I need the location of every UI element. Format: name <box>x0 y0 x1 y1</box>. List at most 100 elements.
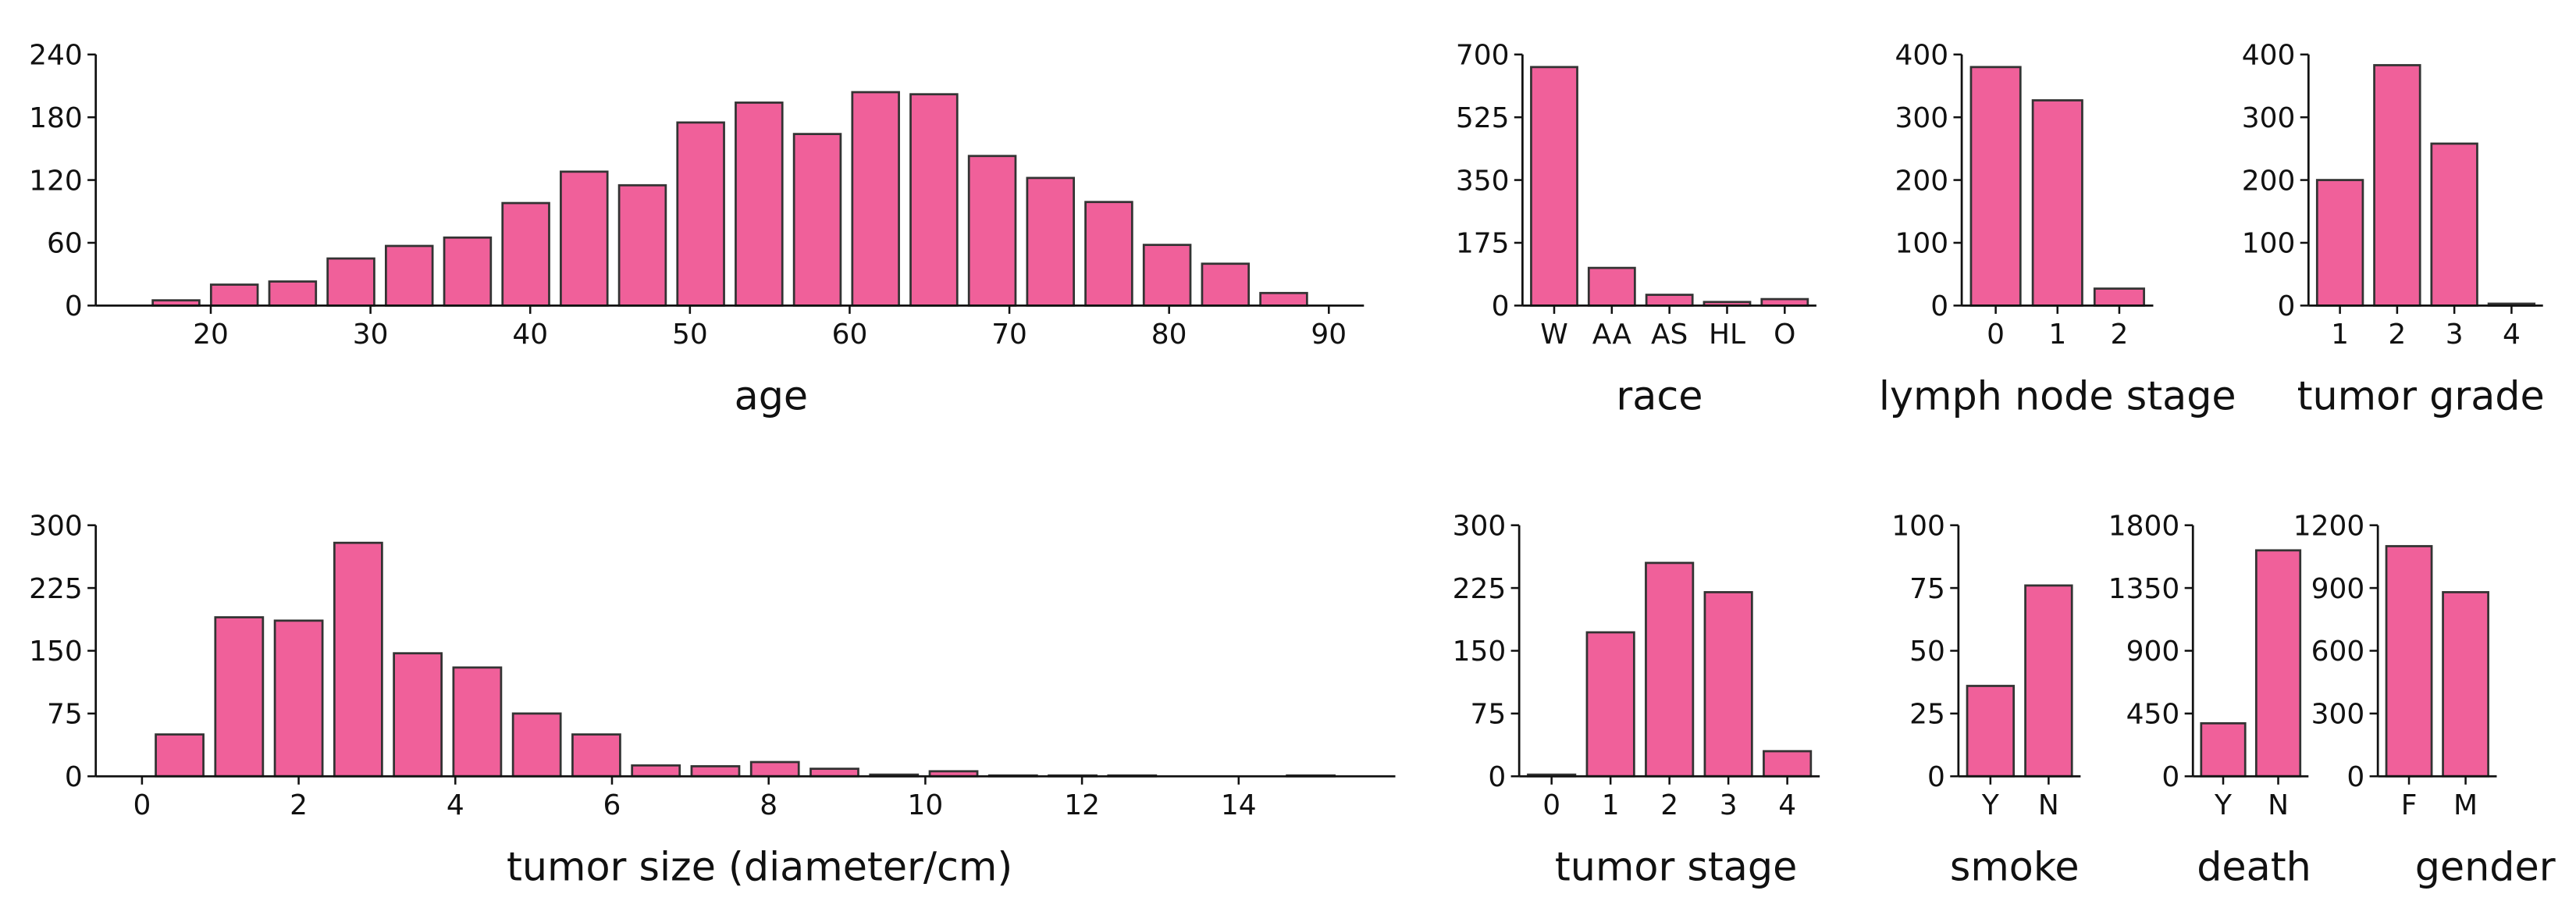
y-tick-label: 400 <box>2242 39 2296 71</box>
x-tick-label: 2 <box>2388 319 2406 351</box>
x-tick-label: 3 <box>1720 789 1738 821</box>
y-tick-label: 525 <box>1456 102 1510 134</box>
x-tick-label: O <box>1774 319 1795 351</box>
x-tick-label: 1 <box>1602 789 1620 821</box>
x-tick-label: 2 <box>2110 319 2128 351</box>
y-tick-label: 0 <box>65 761 83 793</box>
x-tick-label: AS <box>1651 319 1688 351</box>
y-tick-label: 25 <box>1909 699 1945 731</box>
y-tick-label: 0 <box>2278 290 2296 322</box>
x-tick-label: 70 <box>991 319 1027 351</box>
x-tick-label: W <box>1540 319 1568 351</box>
bar <box>2031 99 2083 307</box>
bar <box>909 93 959 307</box>
x-tick-label: 40 <box>512 319 548 351</box>
bar <box>1201 262 1251 307</box>
y-tick-label: 100 <box>2242 228 2296 260</box>
bar <box>214 616 265 778</box>
y-tick-label: 0 <box>65 290 83 322</box>
y-tick-label: 75 <box>47 699 83 731</box>
x-tick-label: 2 <box>1660 789 1678 821</box>
x-tick-label: 2 <box>290 789 308 821</box>
bar <box>1084 201 1133 307</box>
y-tick-label: 600 <box>2311 636 2365 668</box>
x-axis-label: age <box>735 373 809 419</box>
bar <box>155 733 205 778</box>
x-axis-label: lymph node stage <box>1879 373 2236 419</box>
bar <box>1530 66 1578 307</box>
bar <box>2373 64 2421 307</box>
bar <box>384 244 434 307</box>
bar <box>631 764 681 778</box>
bar <box>1142 244 1192 307</box>
x-tick-label: 4 <box>2503 319 2521 351</box>
bar <box>1966 685 2016 778</box>
y-tick-label: 1800 <box>2108 510 2180 542</box>
x-tick-label: 90 <box>1311 319 1347 351</box>
bar <box>1026 176 1076 307</box>
x-tick-label: 3 <box>2446 319 2464 351</box>
x-axis-label: tumor stage <box>1555 843 1797 889</box>
y-tick-label: 300 <box>2311 699 2365 731</box>
x-axis-label: race <box>1616 373 1703 419</box>
x-tick-label: 4 <box>1778 789 1796 821</box>
y-tick-label: 60 <box>47 228 83 260</box>
bar <box>2200 721 2247 778</box>
x-tick-label: N <box>2038 789 2059 821</box>
x-tick-label: 10 <box>908 789 944 821</box>
bar <box>511 712 562 778</box>
x-axis-label: death <box>2197 843 2311 889</box>
x-tick-label: 60 <box>832 319 868 351</box>
bar <box>1763 750 1813 778</box>
bar <box>2254 549 2302 778</box>
x-tick-label: 1 <box>2048 319 2066 351</box>
y-tick-label: 1200 <box>2293 510 2365 542</box>
bar <box>676 121 725 307</box>
x-tick-label: Y <box>1981 789 2000 821</box>
y-tick-label: 0 <box>1492 290 1510 322</box>
y-tick-label: 150 <box>1453 636 1507 668</box>
x-axis-label: tumor grade <box>2297 373 2545 419</box>
bar <box>2385 545 2433 778</box>
y-tick-label: 225 <box>29 573 83 605</box>
bar <box>735 102 784 307</box>
y-tick-label: 400 <box>1895 39 1949 71</box>
x-tick-label: M <box>2453 789 2478 821</box>
y-tick-label: 50 <box>1909 636 1945 668</box>
x-tick-label: Y <box>2214 789 2233 821</box>
y-tick-label: 300 <box>2242 102 2296 134</box>
y-tick-label: 120 <box>29 165 83 197</box>
y-tick-label: 0 <box>2347 761 2364 793</box>
y-tick-label: 75 <box>1470 699 1506 731</box>
bar <box>2315 179 2364 307</box>
x-tick-label: 20 <box>193 319 229 351</box>
bar <box>560 170 609 307</box>
bar <box>809 768 859 778</box>
bar <box>967 155 1017 307</box>
y-tick-label: 225 <box>1453 573 1507 605</box>
bar <box>1645 561 1695 778</box>
bar <box>1645 294 1694 307</box>
x-tick-label: 4 <box>447 789 464 821</box>
y-tick-label: 900 <box>2311 573 2365 605</box>
y-tick-label: 700 <box>1456 39 1510 71</box>
y-tick-label: 180 <box>29 102 83 134</box>
bar <box>1703 591 1753 778</box>
bar <box>209 283 259 307</box>
bar <box>690 764 741 778</box>
bar <box>443 236 493 307</box>
bar <box>617 183 667 307</box>
bar <box>749 760 800 778</box>
x-tick-label: 0 <box>1542 789 1560 821</box>
y-tick-label: 0 <box>1927 761 1945 793</box>
bar <box>1585 631 1635 778</box>
y-tick-label: 0 <box>1930 290 1948 322</box>
x-tick-label: F <box>2401 789 2418 821</box>
y-tick-label: 300 <box>29 510 83 542</box>
bar <box>2024 584 2073 778</box>
bar <box>2442 591 2489 778</box>
bar <box>571 733 621 778</box>
y-tick-label: 0 <box>1488 761 1506 793</box>
bar <box>452 666 503 778</box>
bar <box>851 91 900 307</box>
